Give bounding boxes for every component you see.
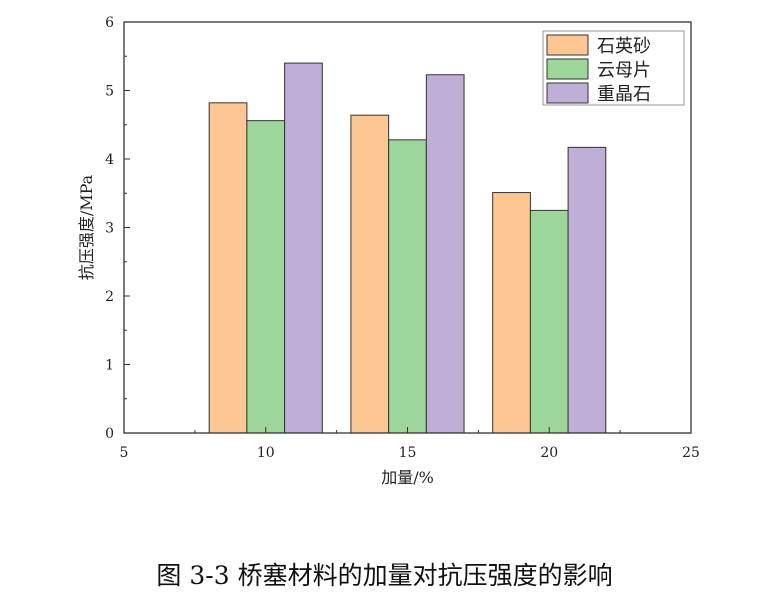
bar-10-1 (246, 120, 286, 434)
bar-20-0 (492, 192, 531, 434)
x-axis-label: 加量/% (381, 468, 434, 487)
y-tick-label: 5 (105, 84, 114, 100)
bar-20-1 (529, 209, 569, 434)
legend-swatch-1 (546, 58, 589, 80)
y-tick-label: 0 (105, 426, 114, 442)
y-tick-label: 4 (105, 152, 114, 168)
y-tick-label: 3 (105, 221, 114, 237)
bar-15-0 (350, 114, 390, 434)
legend-label-2: 重晶石 (597, 84, 651, 105)
legend-swatch-2 (546, 82, 589, 104)
x-tick-label: 20 (540, 445, 558, 461)
y-tick-label: 2 (105, 289, 114, 305)
bar-15-2 (425, 74, 465, 434)
x-tick-label: 25 (682, 445, 700, 461)
bar-20-2 (567, 146, 607, 434)
bar-10-2 (284, 62, 323, 434)
x-tick-label: 15 (399, 445, 417, 461)
figure-caption: 图 3-3 桥塞材料的加量对抗压强度的影响 (156, 561, 613, 590)
x-tick-label: 10 (257, 445, 275, 461)
legend-label-0: 石英砂 (597, 36, 651, 57)
y-tick-label: 1 (105, 358, 114, 374)
legend-swatch-0 (546, 34, 589, 56)
bar-15-1 (388, 139, 427, 434)
y-axis-label: 抗压强度/MPa (77, 174, 96, 280)
bar-10-0 (208, 102, 248, 434)
x-tick-label: 5 (120, 445, 129, 461)
y-tick-label: 6 (105, 15, 114, 31)
legend-label-1: 云母片 (597, 60, 651, 81)
